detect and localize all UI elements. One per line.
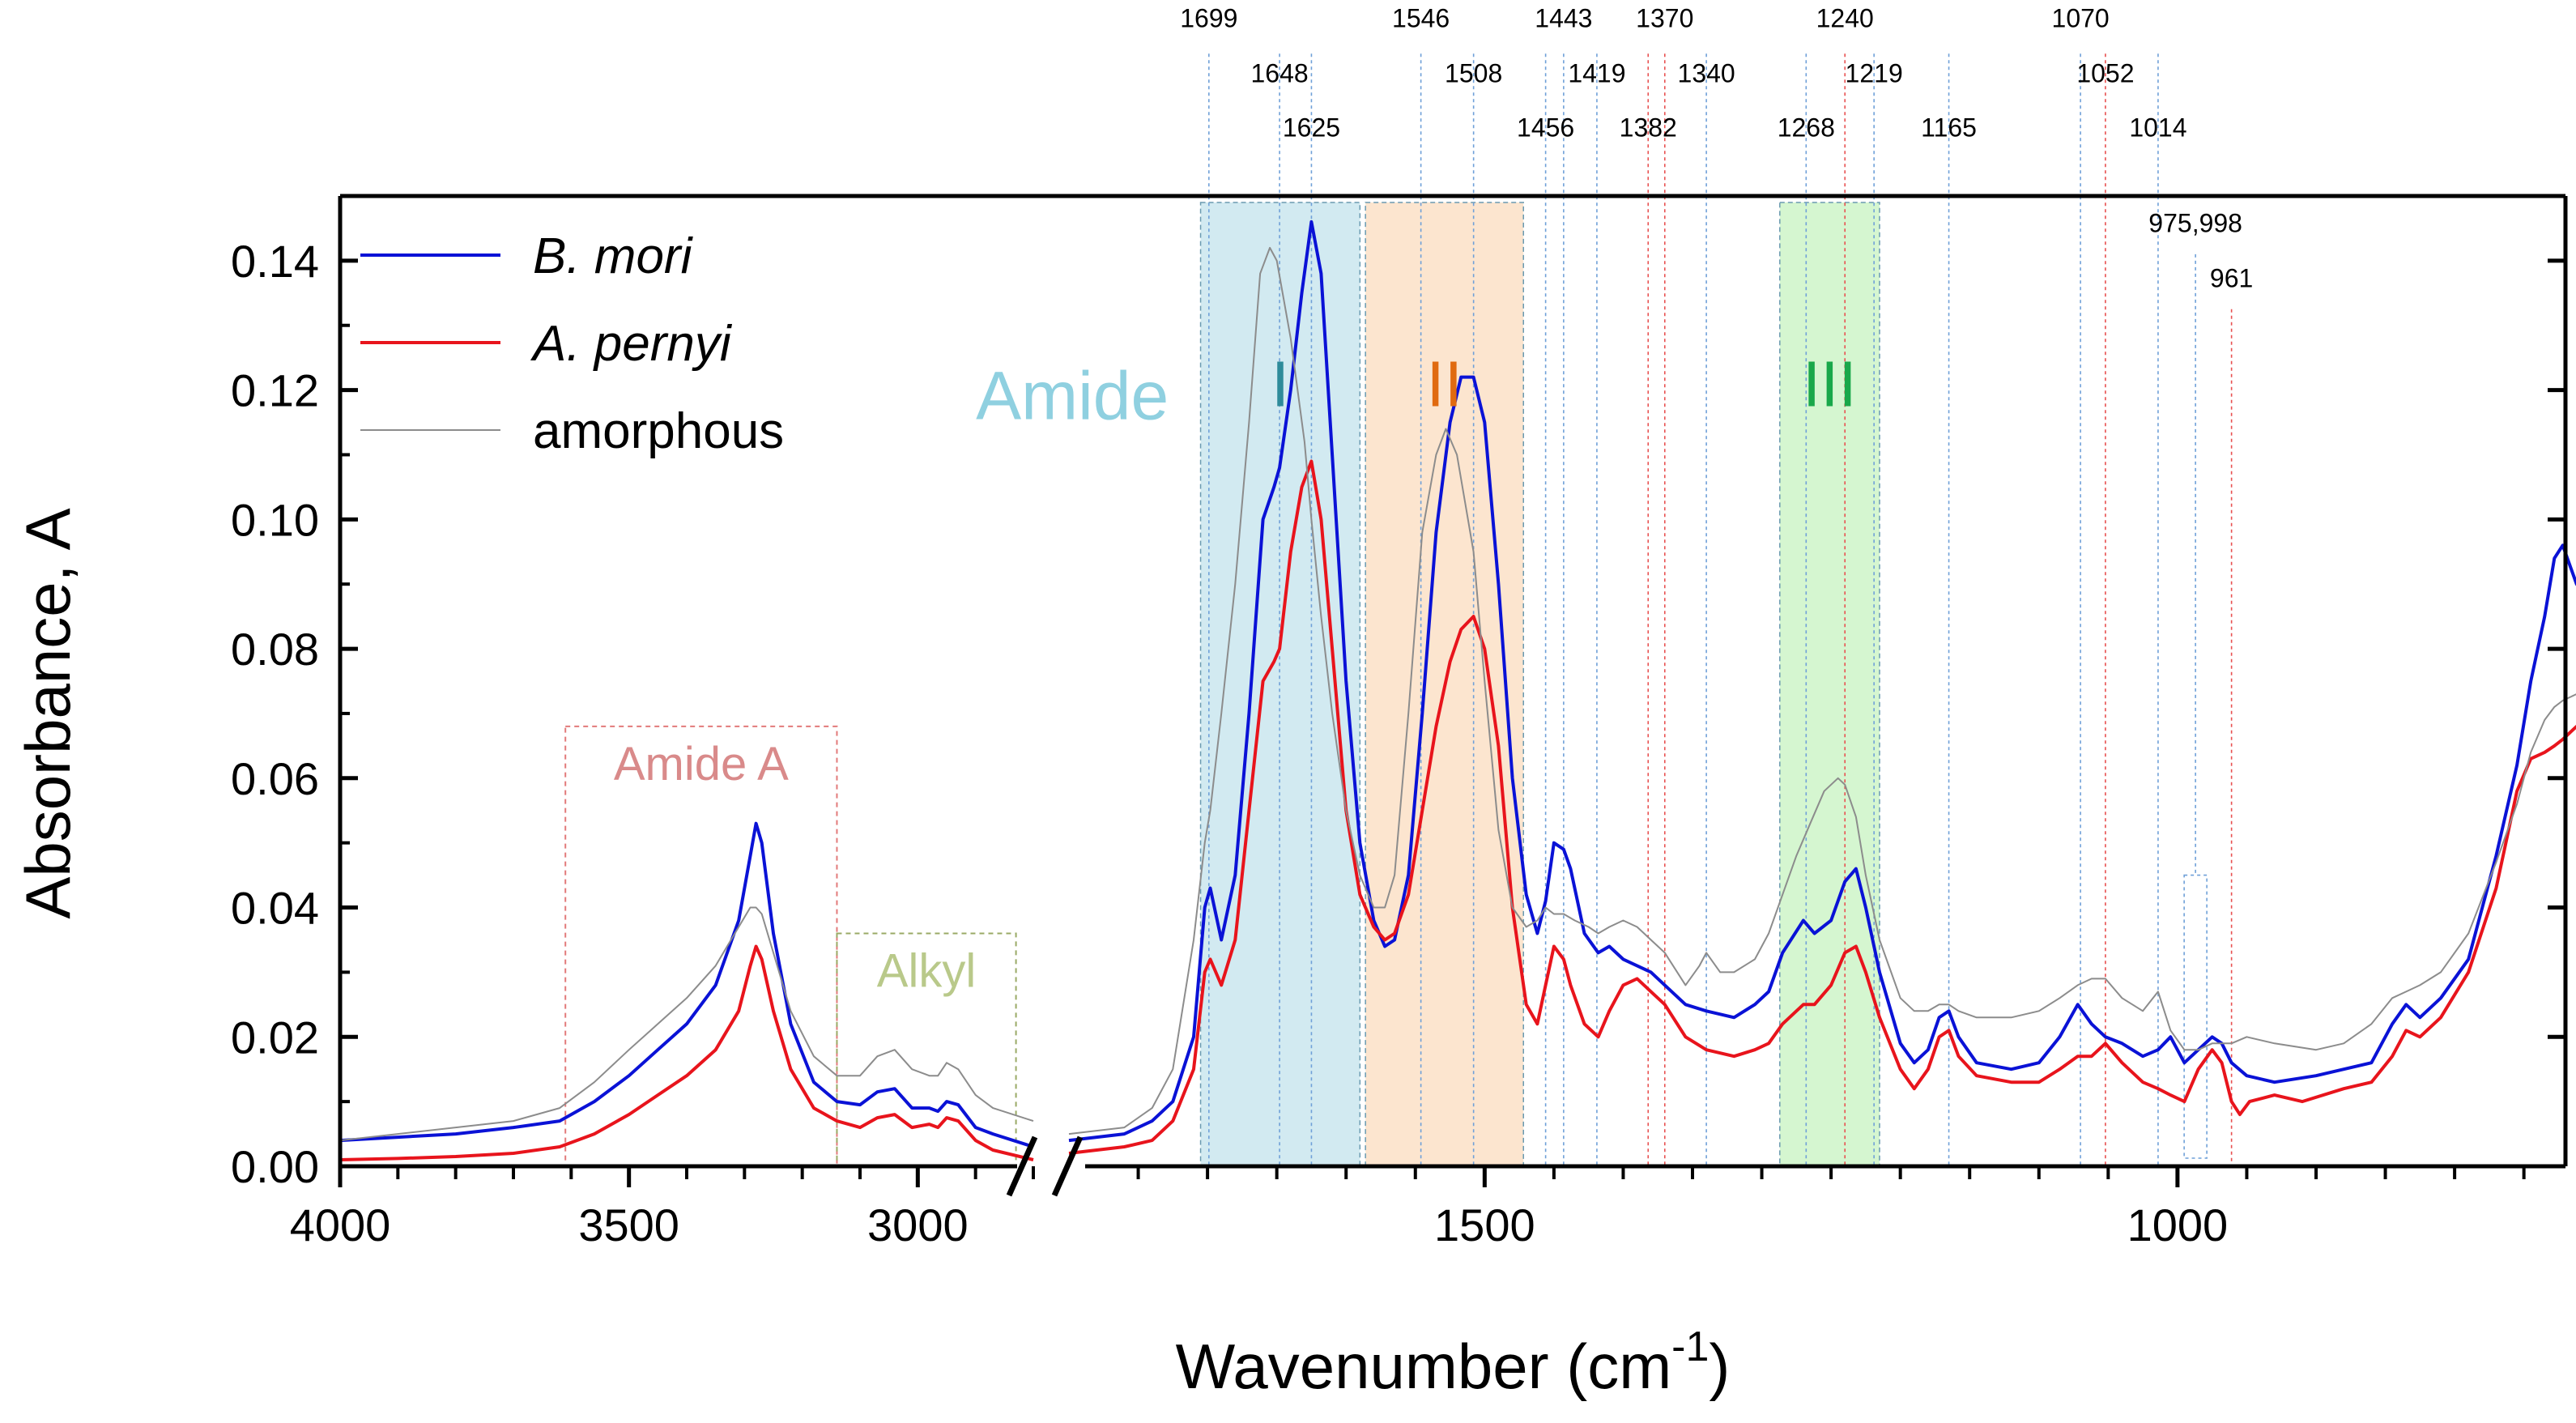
y-axis-title: Absorbance, A: [12, 508, 83, 918]
y-tick-label: 0.12: [231, 365, 319, 416]
series-b-mori-segment-2: [1068, 219, 2576, 1143]
region-layer: [1199, 202, 1880, 1167]
region-label-iii: III: [1803, 348, 1857, 420]
region-1: [1199, 202, 1361, 1167]
series-amorphous-segment-2: [1068, 246, 2576, 1135]
peak-label-1052: 1052: [2076, 58, 2134, 87]
peak-label-1370: 1370: [1636, 4, 1693, 33]
x-axis-title-superscript: -1: [1671, 1323, 1709, 1370]
peak-label-961: 961: [2210, 264, 2253, 293]
y-tick-label: 0.00: [231, 1141, 319, 1192]
x-tick-label: 1000: [2127, 1199, 2229, 1250]
peak-label-1625: 1625: [1283, 113, 1340, 143]
y-tick-label: 0.04: [231, 883, 319, 934]
peak-label-1240: 1240: [1816, 4, 1874, 33]
series-b-mori-segment-1: [339, 821, 1034, 1148]
peak-label-1546: 1546: [1392, 4, 1450, 33]
box-amide-a: [564, 725, 838, 1167]
y-tick-label: 0.08: [231, 624, 319, 675]
series-a-pernyi-segment-2: [1068, 459, 2576, 1155]
peak-label-1165: 1165: [1921, 113, 1977, 143]
x-tick-label: 1500: [1434, 1199, 1535, 1250]
peak-marker-layer: [1208, 53, 2233, 1166]
legend-label-a-pernyi: A. pernyi: [530, 316, 733, 372]
series-amorphous-segment-1: [339, 906, 1034, 1142]
box-label-alkyl: Alkyl: [877, 944, 976, 997]
x-tick-label: 3500: [578, 1199, 679, 1250]
x-axis-title: Wavenumber (cm-1): [1176, 1323, 1731, 1402]
peak-label-1456: 1456: [1517, 113, 1574, 143]
axis-break-mark-1: [1006, 1135, 1038, 1197]
x-tick-label: 3000: [867, 1199, 969, 1250]
peak-label-1508: 1508: [1445, 58, 1502, 87]
axis-layer: 0.00 0.02 0.04 0.06 0.08 0.10 0.12 0.14 4000 3500…: [12, 194, 2568, 1402]
axis-break-mark-2: [1051, 1135, 1084, 1197]
x-axis-title-close: ): [1709, 1331, 1730, 1402]
peak-label-1340: 1340: [1678, 58, 1735, 87]
peak-label-1382: 1382: [1620, 113, 1677, 143]
legend-label-b-mori: B. mori: [533, 228, 694, 284]
peak-label-975-998: 975,998: [2148, 209, 2242, 238]
region-label-i: I: [1271, 348, 1289, 420]
y-tick-label: 0.14: [231, 236, 319, 287]
x-axis-title-main: Wavenumber (cm: [1176, 1331, 1672, 1402]
y-tick-label: 0.02: [231, 1012, 319, 1063]
amide-label: Amide: [976, 358, 1169, 434]
y-tick-label: 0.06: [231, 753, 319, 804]
y-tick-label: 0.10: [231, 494, 319, 545]
legend-label-amorphous: amorphous: [533, 403, 784, 459]
peak-label-1070: 1070: [2052, 4, 2110, 33]
peak-label-1443: 1443: [1535, 4, 1592, 33]
peak-label-1419: 1419: [1568, 58, 1625, 87]
peak-label-1268: 1268: [1778, 113, 1835, 143]
series-layer: [339, 219, 2576, 1161]
region-label-ii: II: [1426, 348, 1462, 420]
series-a-pernyi-segment-1: [339, 944, 1034, 1161]
peak-box-975-998: [2183, 874, 2208, 1159]
peak-label-1699: 1699: [1180, 4, 1237, 33]
peak-label-1014: 1014: [2129, 113, 2186, 143]
region-3: [1779, 202, 1880, 1167]
peak-label-1648: 1648: [1250, 58, 1308, 87]
x-tick-label: 4000: [290, 1199, 391, 1250]
box-label-amide-a: Amide A: [614, 738, 789, 790]
legend: B. mori A. pernyi amorphous: [360, 228, 784, 459]
peak-label-1219: 1219: [1846, 58, 1903, 87]
